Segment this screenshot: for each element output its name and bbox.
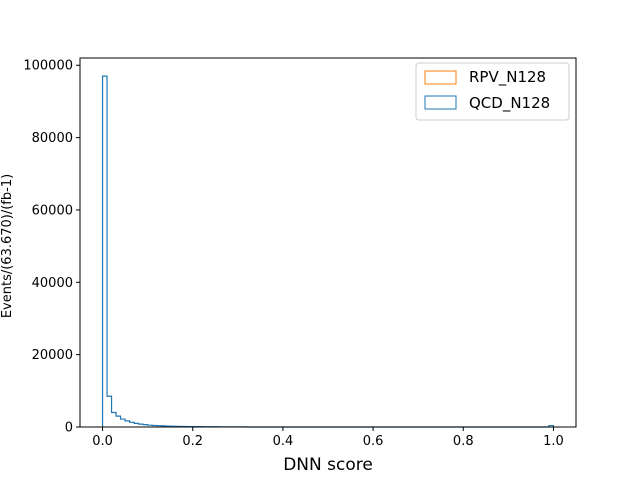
legend-frame bbox=[415, 62, 570, 121]
x-tick-label: 0.4 bbox=[273, 434, 294, 449]
y-tick-label: 0 bbox=[65, 421, 73, 436]
axes-box bbox=[79, 57, 577, 428]
histogram-series-qcd-n128 bbox=[101, 75, 555, 428]
x-tick-label: 0.0 bbox=[92, 434, 113, 449]
x-axis-ticks: 0.0 0.2 0.4 0.6 0.8 1.0 bbox=[92, 427, 564, 449]
y-tick-label: 40000 bbox=[32, 276, 73, 291]
legend-label-rpv: RPV_N128 bbox=[469, 68, 546, 87]
y-tick-label: 100000 bbox=[23, 59, 73, 74]
x-tick-label: 1.0 bbox=[543, 434, 564, 449]
y-axis-label: Events/(63.670)/(fb-1) bbox=[0, 174, 15, 318]
x-axis-label: DNN score bbox=[283, 455, 373, 475]
y-axis-ticks: 0 20000 40000 60000 80000 100000 bbox=[23, 59, 80, 436]
legend-swatch-qcd bbox=[424, 95, 457, 110]
y-tick-label: 20000 bbox=[32, 348, 73, 363]
legend-label-qcd: QCD_N128 bbox=[469, 94, 550, 113]
series-layer bbox=[101, 75, 555, 428]
x-tick-label: 0.2 bbox=[182, 434, 203, 449]
y-tick-label: 60000 bbox=[32, 203, 73, 218]
axes-frame bbox=[79, 57, 577, 428]
legend: RPV_N128 QCD_N128 bbox=[415, 62, 570, 121]
x-tick-label: 0.8 bbox=[453, 434, 474, 449]
y-tick-label: 80000 bbox=[32, 131, 73, 146]
legend-swatch-rpv bbox=[424, 70, 457, 85]
x-tick-label: 0.6 bbox=[363, 434, 384, 449]
